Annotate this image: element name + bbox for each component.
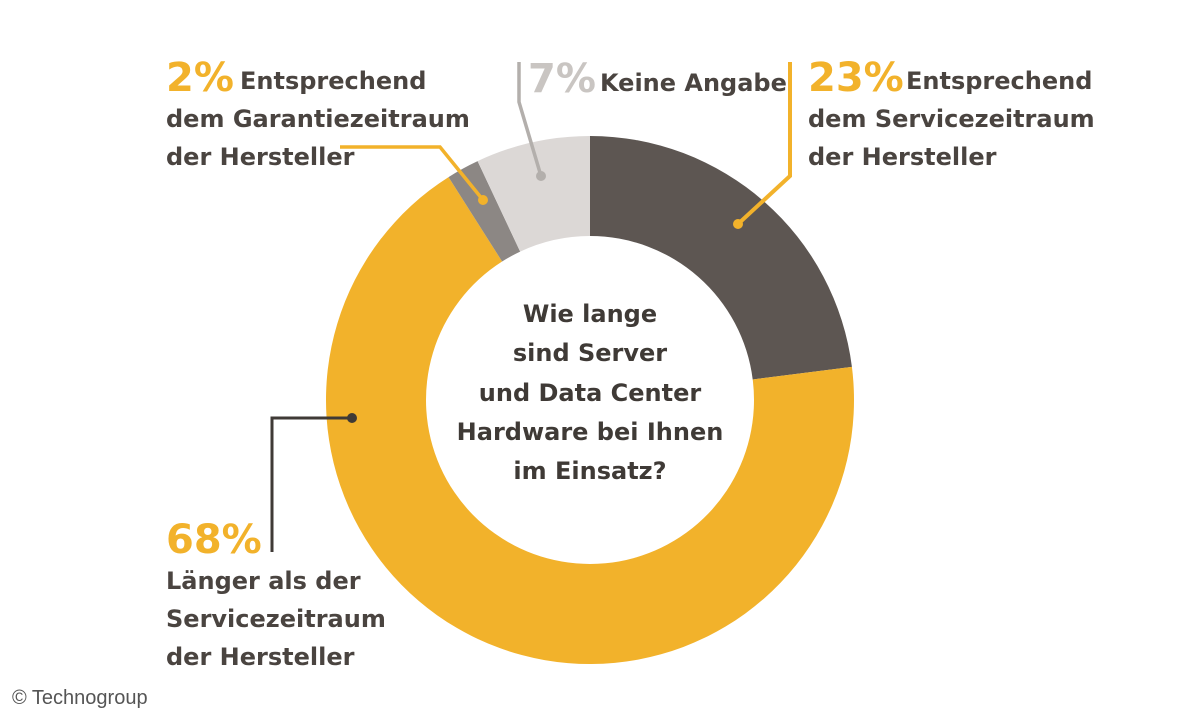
leader-line-keine-angabe [517,62,543,177]
leader-line-garantiezeitraum [340,145,485,202]
label-servicezeitraum-line-1: Entsprechend [906,67,1092,95]
label-garantiezeitraum-line-3: der Hersteller [166,143,355,171]
label-laenger-line-3: der Hersteller [166,643,355,671]
slice-keine_angabe [477,136,590,252]
leader-line-servicezeitraum [736,62,792,226]
slice-garantiezeitraum [448,161,521,262]
leader-dot-garantiezeitraum [478,195,488,205]
label-laenger-line-2: Servicezeitraum [166,605,386,633]
label-laenger: 68% Länger als der Servicezeitraum der H… [166,517,386,671]
label-garantiezeitraum: 2% Entsprechend dem Garantiezeitraum der… [166,55,470,171]
pct-laenger: 68% [166,517,262,563]
leader-dot-laenger [347,413,357,423]
pct-keine-angabe: 7% [528,56,596,102]
leader-dot-keine-angabe [536,171,546,181]
label-servicezeitraum-line-3: der Hersteller [808,143,997,171]
slice-laenger [326,177,854,665]
leader-lines [270,62,792,552]
label-servicezeitraum-line-2: dem Servicezeitraum [808,105,1095,133]
label-keine-angabe-line-1: Keine Angabe [600,69,787,97]
donut-slices [326,136,854,665]
pct-garantiezeitraum: 2% [166,55,234,101]
leader-line-laenger [270,416,352,552]
center-line-4: Hardware bei Ihnen [457,418,724,446]
leader-dot-servicezeitraum [733,219,743,229]
center-line-5: im Einsatz? [513,457,666,485]
copyright-notice: © Technogroup [12,687,148,709]
center-line-2: sind Server [513,339,667,367]
label-laenger-line-1: Länger als der [166,567,361,595]
center-line-1: Wie lange [523,300,657,328]
center-line-3: und Data Center [479,379,702,407]
label-garantiezeitraum-line-2: dem Garantiezeitraum [166,105,470,133]
slice-servicezeitraum [590,136,852,380]
label-servicezeitraum: 23% Entsprechend dem Servicezeitraum der… [808,55,1095,171]
label-keine-angabe: 7% Keine Angabe [528,56,787,102]
pct-servicezeitraum: 23% [808,55,904,101]
center-question: Wie lange sind Server und Data Center Ha… [457,300,724,485]
label-garantiezeitraum-line-1: Entsprechend [240,67,426,95]
